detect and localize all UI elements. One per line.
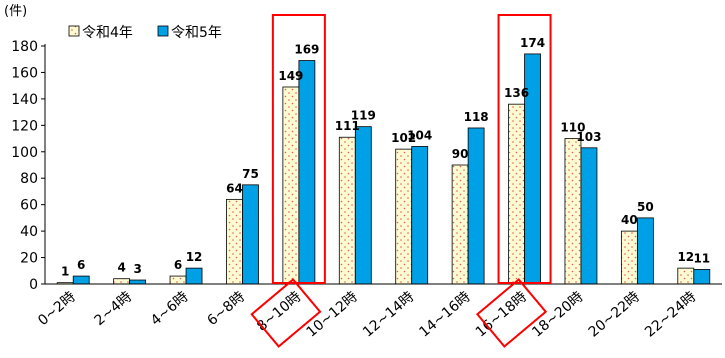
data-label: 1 — [61, 265, 69, 279]
y-tick-label: 80 — [20, 171, 38, 187]
data-label: 149 — [278, 69, 303, 83]
legend-swatch-r4 — [68, 25, 80, 37]
bar-r5 — [354, 126, 372, 285]
x-tick-label: 18~20時 — [529, 289, 586, 341]
x-axis: 0~2時 2~4時 4~6時 6~8時 8~10時 10~12時 12~14時 14~16時 1… — [35, 283, 722, 341]
x-tick-label: 8~10時 — [254, 289, 304, 335]
data-label: 3 — [133, 262, 141, 276]
bar-r4 — [677, 267, 695, 285]
bar-r4 — [395, 148, 413, 285]
data-label: 4 — [117, 261, 125, 275]
y-tick-label: 100 — [11, 145, 38, 161]
data-label: 119 — [351, 109, 376, 123]
bar-r5 — [185, 267, 203, 285]
data-label: 12 — [677, 250, 694, 264]
legend-label-r4: 令和4年 — [82, 25, 133, 41]
y-unit-label: (件) — [4, 4, 27, 19]
y-axis: 0 20 40 60 80 100 120 140 160 180 — [11, 39, 46, 293]
y-tick-label: 140 — [11, 92, 38, 108]
highlight-boxes — [250, 14, 552, 348]
bar-r5 — [72, 275, 90, 285]
x-tick-label: 6~8時 — [204, 289, 248, 329]
bar-r5 — [693, 269, 711, 285]
data-label: 103 — [576, 130, 601, 144]
x-tick-label: 10~12時 — [304, 289, 361, 341]
y-tick-label: 120 — [11, 118, 38, 134]
x-tick-label: 2~4時 — [92, 289, 136, 329]
data-label: 64 — [226, 181, 243, 195]
data-label: 136 — [504, 86, 529, 100]
x-tick-label: 4~6時 — [148, 289, 192, 329]
highlight-box-label — [475, 278, 548, 348]
bar-r4 — [564, 138, 582, 285]
data-label: 90 — [452, 147, 469, 161]
bar-r4 — [282, 86, 300, 285]
x-tick-label: 12~14時 — [360, 289, 417, 341]
y-tick-label: 20 — [20, 251, 38, 267]
bar-r4 — [508, 103, 525, 285]
bar-r4 — [226, 198, 243, 285]
bar-r5 — [411, 146, 429, 285]
data-label: 104 — [407, 128, 432, 142]
bar-r5 — [298, 60, 316, 285]
y-tick-label: 180 — [11, 39, 38, 55]
highlight-box-bars — [497, 14, 552, 284]
bars — [56, 53, 711, 285]
data-label: 50 — [637, 200, 654, 214]
data-label: 6 — [77, 258, 85, 272]
x-tick-label: 20~22時 — [586, 289, 643, 341]
bar-r4 — [113, 278, 131, 285]
data-label: 75 — [242, 167, 259, 181]
data-label: 102 — [391, 131, 416, 145]
bar-r4 — [338, 136, 356, 285]
data-label: 110 — [560, 121, 585, 135]
bar-r5 — [580, 147, 598, 285]
x-tick-label: 14~16時 — [416, 289, 473, 341]
x-tick-label: 22~24時 — [642, 289, 699, 341]
y-tick-label: 60 — [20, 198, 38, 214]
data-label: 6 — [174, 258, 182, 272]
bar-r4 — [620, 230, 638, 285]
value-labels: 1 6 4 3 612647514916911111910210490118136174… — [61, 36, 710, 279]
data-label: 111 — [335, 119, 360, 133]
data-label: 40 — [621, 213, 638, 227]
bar-r5 — [636, 217, 654, 285]
highlight-box-label — [250, 278, 322, 348]
legend-label-r5: 令和5年 — [171, 25, 222, 41]
legend: 令和4年 令和5年 — [68, 25, 222, 41]
bar-r5 — [242, 184, 259, 285]
data-label: 169 — [294, 43, 319, 57]
y-tick-label: 0 — [29, 277, 38, 293]
highlight-box-bars — [271, 14, 326, 284]
y-tick-label: 40 — [20, 224, 38, 240]
data-label: 12 — [186, 250, 203, 264]
data-label: 118 — [464, 110, 489, 124]
x-tick-label: 0~2時 — [35, 289, 79, 329]
data-label: 11 — [693, 251, 710, 265]
bar-r5 — [129, 279, 147, 285]
legend-swatch-r5 — [157, 25, 169, 37]
bar-r4 — [451, 164, 469, 285]
y-tick-label: 160 — [11, 65, 38, 81]
bar-r4 — [169, 275, 187, 285]
data-label: 174 — [520, 36, 545, 50]
bar-r5 — [467, 127, 485, 285]
